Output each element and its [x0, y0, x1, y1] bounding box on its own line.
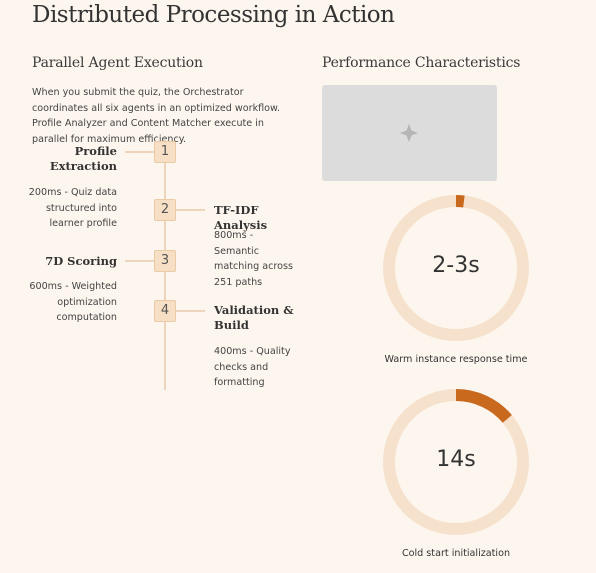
- section-heading: Performance Characteristics: [322, 55, 521, 71]
- metric-caption: Warm instance response time: [384, 354, 528, 365]
- section-heading: Parallel Agent Execution: [32, 55, 203, 71]
- step-title: 7D Scoring: [45, 254, 117, 268]
- placeholder-icon: [400, 124, 418, 142]
- metric-value: 14s: [436, 447, 476, 472]
- step-detail: 400ms - Quality checks and formatting: [214, 346, 291, 388]
- step-detail: 200ms - Quiz data structured into learne…: [28, 187, 117, 229]
- step-title: Validation & Build: [214, 303, 294, 332]
- metric-value: 2-3s: [432, 253, 480, 278]
- step-number: 4: [154, 300, 176, 322]
- step-title: Profile Extraction: [49, 144, 117, 173]
- ring-arc: [455, 389, 512, 423]
- ring-arc: [455, 195, 465, 208]
- step-number: 1: [154, 141, 176, 163]
- metric-caption: Cold start initialization: [401, 548, 511, 559]
- step-title: TF-IDF Analysis: [214, 203, 268, 232]
- step-detail: 800ms - Semantic matching across 251 pat…: [214, 230, 293, 288]
- description: When you submit the quiz, the Orchestrat…: [32, 87, 281, 145]
- page-title: Distributed Processing in Action: [32, 2, 395, 28]
- step-detail: 600ms - Weighted optimization computatio…: [29, 281, 117, 323]
- step-number: 2: [154, 199, 176, 221]
- step-number: 3: [154, 250, 176, 272]
